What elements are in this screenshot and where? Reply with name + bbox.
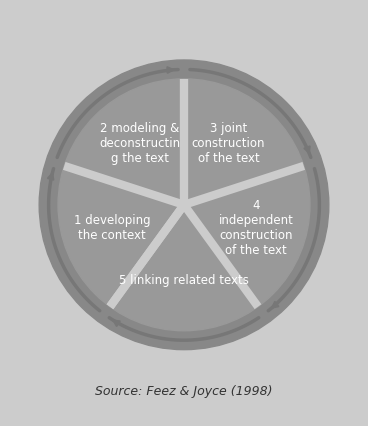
Text: 2 modeling &
deconstructin
g the text: 2 modeling & deconstructin g the text [99,122,180,165]
Text: 3 joint
construction
of the text: 3 joint construction of the text [192,122,265,165]
Circle shape [58,79,310,331]
Text: 5 linking related texts: 5 linking related texts [119,274,249,287]
Circle shape [39,60,329,350]
Text: 4
independent
construction
of the text: 4 independent construction of the text [219,199,293,257]
Text: Source: Feez & Joyce (1998): Source: Feez & Joyce (1998) [95,385,273,398]
Text: 1 developing
the context: 1 developing the context [74,214,151,242]
